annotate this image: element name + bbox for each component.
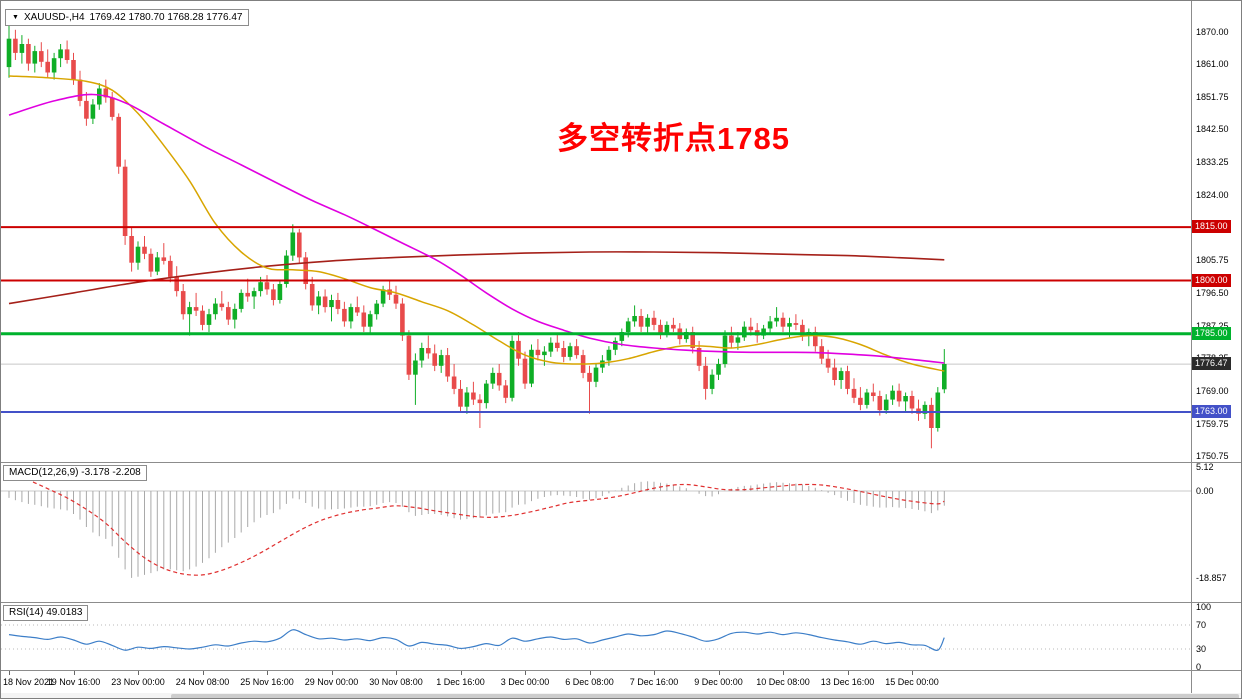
- price-tick-label: 1805.75: [1196, 255, 1229, 265]
- annotation-text: 多空转折点1785: [557, 121, 790, 156]
- price-panel[interactable]: 1870.00 1861.00 1851.75 1842.50 1833.25 1824.…: [1, 1, 1241, 463]
- time-tick-label: 9 Dec 00:00: [694, 677, 743, 687]
- rsi-chart-svg[interactable]: [1, 603, 1191, 670]
- macd-tick-label: 5.12: [1196, 462, 1214, 473]
- hline-price-label: 1800.00: [1192, 273, 1231, 287]
- time-tick: [847, 671, 849, 675]
- candlesticks: [6, 24, 947, 449]
- price-tick-label: 1769.00: [1196, 385, 1229, 396]
- time-tick: [525, 671, 526, 675]
- current-price-label: 1776.47: [1192, 357, 1231, 371]
- time-tick: [267, 671, 268, 675]
- time-tick-label: 1 Dec 16:00: [436, 677, 485, 687]
- hline-price-label: 1815.00: [1192, 220, 1231, 234]
- time-tick-label: 7 Dec 16:00: [629, 677, 679, 687]
- macd-signal-line: [8, 466, 945, 576]
- macd-tick-label: -18.857: [1196, 572, 1227, 583]
- price-tick-label: 1759.75: [1196, 418, 1229, 429]
- symbol-ohlc-label: ▼ XAUUSD-,H4 1769.42 1780.70 1768.28 177…: [5, 9, 250, 26]
- rsi-indicator-label: RSI(14) 49.0183: [3, 605, 89, 621]
- price-tick-label: 1750.75: [1196, 450, 1229, 461]
- time-tick-label: 6 Dec 08:00: [565, 677, 614, 687]
- price-axis[interactable]: 1870.00 1861.00 1851.75 1842.50 1833.25 1824.…: [1191, 1, 1241, 462]
- time-tick: [202, 671, 204, 675]
- time-tick: [460, 671, 462, 675]
- time-tick-label: 29 Nov 00:00: [304, 677, 359, 687]
- time-tick-label: 19 Nov 16:00: [46, 677, 101, 687]
- time-tick: [783, 671, 784, 675]
- ma_fast-line: [8, 93, 945, 364]
- price-tick-label: 1842.50: [1196, 124, 1229, 135]
- time-tick: [654, 671, 655, 675]
- time-tick: [9, 671, 10, 675]
- axis-separator-line: [1191, 1, 1192, 693]
- macd-panel[interactable]: 5.12 0.00 -18.857 MACD(12,26,9) -3.178 -2.…: [1, 462, 1241, 603]
- time-tick: [73, 671, 75, 675]
- macd-axis[interactable]: 5.12 0.00 -18.857: [1191, 462, 1241, 602]
- hline-price-label: 1763.00: [1192, 405, 1231, 418]
- price-tick-label: 1851.75: [1196, 91, 1229, 102]
- time-tick-label: 10 Dec 08:00: [756, 677, 810, 687]
- symbol-name: XAUUSD-,H4: [23, 12, 85, 23]
- time-tick-label: 18 Nov 2021: [3, 677, 55, 687]
- time-tick-label: 30 Nov 08:00: [369, 677, 423, 687]
- ma_slow-line: [8, 251, 945, 305]
- rsi-tick-label: 70: [1196, 620, 1207, 630]
- rsi-tick-label: 100: [1196, 602, 1212, 612]
- time-tick-label: 13 Dec 16:00: [820, 677, 875, 687]
- price-tick-label: 1870.00: [1196, 26, 1229, 37]
- price-tick-label: 1861.00: [1196, 58, 1229, 69]
- time-tick-label: 23 Nov 00:00: [111, 677, 165, 687]
- time-tick: [912, 671, 913, 675]
- time-tick: [718, 671, 720, 675]
- time-tick-label: 24 Nov 08:00: [175, 677, 230, 687]
- time-tick: [331, 671, 333, 675]
- time-tick-label: 15 Dec 00:00: [885, 677, 939, 687]
- price-chart-svg[interactable]: [1, 1, 1191, 462]
- hline-price-label: 1785.00: [1192, 326, 1231, 340]
- price-tick-label: 1787.25: [1196, 320, 1229, 331]
- scrollbar-thumb[interactable]: [171, 694, 1239, 698]
- rsi-tick-label: 30: [1196, 644, 1207, 654]
- macd-tick-label: 0.00: [1196, 486, 1214, 496]
- macd-indicator-label: MACD(12,26,9) -3.178 -2.208: [3, 465, 147, 481]
- time-tick: [589, 671, 591, 675]
- time-tick: [138, 671, 139, 675]
- symbol-dropdown-icon: ▼: [12, 14, 19, 21]
- macd-chart-svg[interactable]: [1, 463, 1191, 602]
- price-tick-label: 1833.25: [1196, 157, 1229, 168]
- ohlc-values: 1769.42 1780.70 1768.28 1776.47: [89, 12, 243, 23]
- rsi-tick-label: 0: [1196, 662, 1202, 672]
- time-tick: [396, 671, 397, 675]
- rsi-axis[interactable]: 100 70 30 0: [1191, 602, 1241, 672]
- macd-histogram: [8, 481, 945, 578]
- horizontal-scrollbar[interactable]: [1, 693, 1241, 698]
- rsi-panel[interactable]: 100 70 30 0 RSI(14) 49.0183: [1, 602, 1241, 672]
- time-axis[interactable]: 18 Nov 2021 19 Nov 16:00 23 Nov 00:00 24 No…: [1, 671, 1241, 693]
- price-tick-label: 1824.00: [1196, 190, 1229, 201]
- price-tick-label: 1796.50: [1196, 287, 1229, 298]
- time-tick-label: 25 Nov 16:00: [240, 677, 294, 687]
- time-tick-label: 3 Dec 00:00: [500, 677, 550, 687]
- rsi-line: [8, 629, 945, 651]
